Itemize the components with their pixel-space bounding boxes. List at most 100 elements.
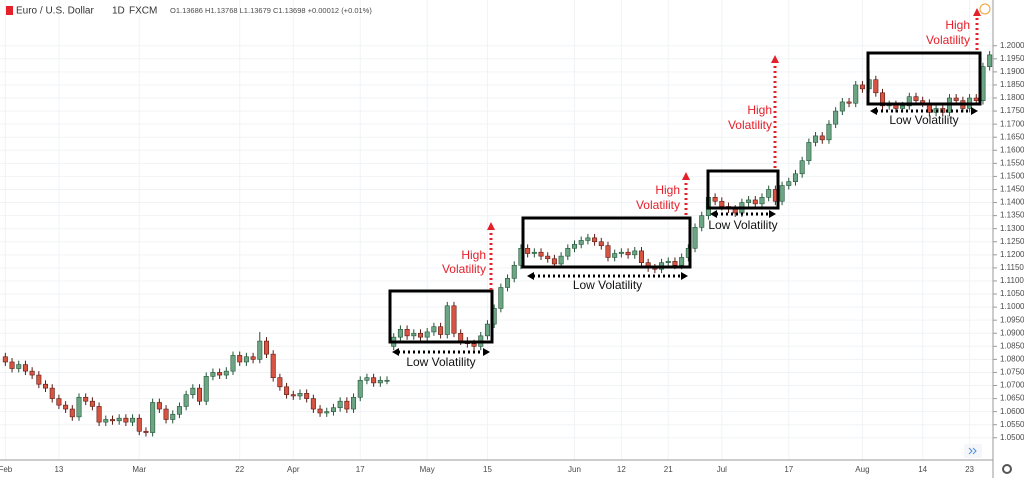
x-tick-label: May: [420, 465, 435, 474]
y-tick-label: 1.15500: [1000, 158, 1024, 167]
candle-body: [625, 251, 631, 256]
low-volatility-label: Low Volatility: [573, 278, 642, 292]
candle-body: [223, 370, 229, 376]
settings-icon[interactable]: [1002, 464, 1012, 474]
alert-icon[interactable]: [979, 3, 991, 15]
arrow-head: [973, 8, 981, 16]
x-tick-label: 14: [918, 465, 927, 474]
candle-body: [411, 332, 417, 337]
y-tick-label: 1.14500: [1000, 185, 1024, 194]
y-tick-label: 1.06500: [1000, 394, 1024, 403]
y-tick-label: 1.12500: [1000, 237, 1024, 246]
candle-body: [679, 257, 685, 266]
candle-body: [297, 393, 303, 397]
range-box: [866, 51, 982, 106]
candle-body: [585, 237, 591, 241]
candle-body: [826, 123, 832, 141]
candle-body: [819, 135, 825, 141]
candle-body: [438, 326, 444, 335]
candle-body: [873, 79, 879, 94]
candle-body: [2, 356, 8, 363]
high-volatility-label: Volatility: [636, 198, 680, 212]
candle-body: [16, 364, 22, 369]
y-tick-label: 1.08000: [1000, 354, 1024, 363]
range-box: [706, 169, 780, 210]
x-tick-label: Aug: [855, 465, 869, 474]
candle-body: [384, 379, 390, 382]
y-tick-label: 1.13500: [1000, 211, 1024, 220]
symbol-icon: [6, 6, 13, 15]
candle-body: [83, 396, 89, 402]
y-tick-label: 1.10000: [1000, 302, 1024, 311]
y-tick-label: 1.07000: [1000, 381, 1024, 390]
y-tick-label: 1.15000: [1000, 172, 1024, 181]
candle-body: [130, 417, 136, 423]
candle-body: [324, 411, 330, 414]
scroll-button[interactable]: [964, 444, 982, 458]
candle-body: [9, 361, 15, 369]
x-tick-label: 12: [617, 465, 626, 474]
candle-body: [257, 340, 263, 360]
candle-body: [344, 400, 350, 410]
candle-body: [618, 251, 624, 254]
high-volatility-label: High: [461, 248, 486, 262]
candle-body: [183, 394, 189, 407]
y-tick-label: 1.08500: [1000, 341, 1024, 350]
header: Euro / U.S. Dollar 1D FXCM O1.13686 H1.1…: [6, 6, 372, 17]
y-tick-label: 1.07500: [1000, 368, 1024, 377]
candle-body: [505, 278, 511, 288]
candle-body: [906, 96, 912, 107]
x-tick-label: 21: [664, 465, 673, 474]
candle-body: [531, 251, 537, 254]
x-tick-label: Mar: [132, 465, 146, 474]
candle-body: [284, 386, 290, 395]
y-tick-label: 1.05000: [1000, 433, 1024, 442]
high-volatility-label: High: [655, 183, 680, 197]
candle-body: [203, 376, 209, 402]
y-tick-label: 1.11500: [1000, 263, 1024, 272]
candle-body: [431, 326, 437, 333]
candle-body: [351, 396, 357, 410]
y-tick-label: 1.14000: [1000, 198, 1024, 207]
candle-body: [846, 101, 852, 104]
candle-body: [880, 92, 886, 107]
candle-body: [163, 408, 169, 420]
candle-body: [813, 135, 819, 143]
symbol-title: Euro / U.S. Dollar: [16, 6, 94, 17]
candle-body: [56, 398, 62, 406]
x-tick-label: Jun: [568, 465, 581, 474]
candle-body: [545, 255, 551, 260]
candle-body: [290, 394, 296, 397]
candle-body: [197, 387, 203, 402]
y-tick-label: 1.12000: [1000, 250, 1024, 259]
candle-body: [719, 200, 725, 207]
arrow-head: [710, 210, 776, 218]
candle-body: [109, 419, 115, 422]
y-tick-label: 1.06000: [1000, 407, 1024, 416]
candle-body: [759, 197, 765, 205]
y-tick-label: 1.19500: [1000, 54, 1024, 63]
candle-body: [337, 400, 343, 409]
candle-body: [672, 261, 678, 266]
candle-body: [63, 404, 69, 410]
candle-body: [243, 356, 249, 363]
candle-body: [799, 160, 805, 175]
candle-body: [525, 247, 531, 254]
candle-body: [371, 377, 377, 384]
candle-body: [859, 84, 865, 90]
high-volatility-label: High: [747, 103, 772, 117]
interval: 1D: [112, 6, 125, 17]
candle-body: [89, 400, 95, 407]
candle-body: [176, 406, 182, 415]
x-tick-label: Feb: [0, 465, 13, 474]
candle-body: [451, 305, 457, 334]
candle-body: [712, 197, 718, 202]
candle-body: [973, 97, 979, 101]
high-volatility-label: Volatility: [926, 33, 970, 47]
y-tick-label: 1.16000: [1000, 145, 1024, 154]
candle-body: [592, 237, 598, 243]
y-tick-label: 1.19000: [1000, 67, 1024, 76]
x-tick-label: 15: [483, 465, 492, 474]
low-volatility-label: Low Volatility: [889, 113, 958, 127]
